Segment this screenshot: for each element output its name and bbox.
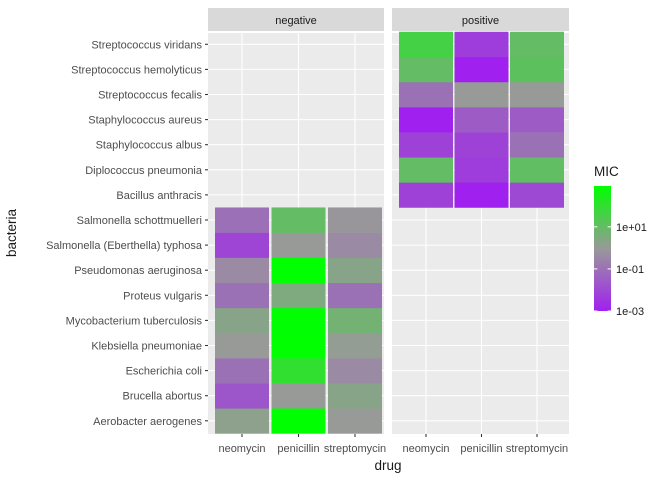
y-tick-label-pseudomonas-aeruginosa: Pseudomonas aeruginosa (74, 265, 203, 277)
heatmap-cell-brucella-abortus-neomycin (215, 383, 269, 409)
x-tick-label-neomycin: neomycin (218, 443, 265, 455)
heatmap-cell-diplococcus-pneumonia-streptomycin (510, 157, 564, 183)
heatmap-cell-streptococcus-fecalis-streptomycin (510, 81, 564, 108)
heatmap-cell-salmonella-schottmuelleri-streptomycin (328, 207, 382, 233)
strip-negative (208, 8, 384, 31)
heatmap-cell-staphylococcus-aureus-neomycin (399, 107, 453, 133)
heatmap-cell-mycobacterium-tuberculosis-neomycin (215, 307, 269, 334)
heatmap-cell-brucella-abortus-streptomycin (328, 383, 382, 409)
heatmap-cell-klebsiella-pneumoniae-neomycin (215, 332, 269, 359)
y-tick-label-proteus-vulgaris: Proteus vulgaris (123, 290, 202, 302)
heatmap-cell-diplococcus-pneumonia-neomycin (399, 157, 453, 183)
heatmap-cell-streptococcus-fecalis-penicillin (454, 81, 509, 108)
y-tick-label-streptococcus-viridans: Streptococcus viridans (91, 39, 202, 51)
x-tick-label-streptomycin: streptomycin (506, 443, 568, 455)
strip-positive (392, 8, 569, 31)
x-axis-title: drug (374, 458, 401, 473)
legend-label-1em01: 1e-01 (616, 264, 644, 276)
heatmap-cell-staphylococcus-albus-penicillin (454, 132, 509, 158)
y-tick-label-salmonella-eberthella-typhosa: Salmonella (Eberthella) typhosa (46, 240, 203, 252)
legend-colorbar (594, 186, 611, 311)
y-tick-label-escherichia-coli: Escherichia coli (126, 366, 202, 378)
heatmap-cell-staphylococcus-aureus-penicillin (454, 107, 509, 133)
y-axis-title: bacteria (4, 208, 19, 257)
heatmap-cell-bacillus-anthracis-neomycin (399, 182, 453, 208)
heatmap-cell-salmonella-eberthella-typhosa-penicillin (271, 232, 326, 258)
heatmap-cell-pseudomonas-aeruginosa-neomycin (215, 257, 269, 284)
heatmap-cell-streptococcus-viridans-neomycin (399, 31, 453, 58)
heatmap-cell-aerobacter-aerogenes-neomycin (215, 408, 269, 434)
heatmap-cell-bacillus-anthracis-penicillin (454, 182, 509, 208)
heatmap-cell-streptococcus-viridans-penicillin (454, 31, 509, 58)
y-tick-label-streptococcus-hemolyticus: Streptococcus hemolyticus (71, 64, 202, 76)
y-tick-label-salmonella-schottmuelleri: Salmonella schottmuelleri (77, 215, 202, 227)
heatmap-cell-pseudomonas-aeruginosa-streptomycin (328, 257, 382, 284)
heatmap-cell-escherichia-coli-penicillin (271, 358, 326, 384)
heatmap-cell-klebsiella-pneumoniae-streptomycin (328, 332, 382, 359)
heatmap-cell-streptococcus-hemolyticus-penicillin (454, 56, 509, 83)
y-tick-label-bacillus-anthracis: Bacillus anthracis (116, 190, 202, 202)
x-tick-label-penicillin: penicillin (460, 443, 502, 455)
heatmap-cell-staphylococcus-albus-neomycin (399, 132, 453, 158)
heatmap-cell-streptococcus-viridans-streptomycin (510, 31, 564, 58)
strip-label-positive: positive (462, 15, 499, 27)
heatmap-cell-streptococcus-hemolyticus-neomycin (399, 56, 453, 83)
heatmap-cell-klebsiella-pneumoniae-penicillin (271, 332, 326, 359)
heatmap-cell-proteus-vulgaris-neomycin (215, 282, 269, 309)
heatmap-cell-salmonella-eberthella-typhosa-streptomycin (328, 232, 382, 258)
heatmap-cell-staphylococcus-albus-streptomycin (510, 132, 564, 158)
heatmap-cell-escherichia-coli-neomycin (215, 358, 269, 384)
y-tick-label-klebsiella-pneumoniae: Klebsiella pneumoniae (91, 341, 202, 353)
x-tick-label-neomycin: neomycin (402, 443, 449, 455)
heatmap-cell-proteus-vulgaris-streptomycin (328, 282, 382, 309)
legend-label-1ep01: 1e+01 (616, 222, 647, 234)
strip-label-negative: negative (275, 15, 317, 27)
heatmap-cell-escherichia-coli-streptomycin (328, 358, 382, 384)
heatmap-cell-mycobacterium-tuberculosis-penicillin (271, 307, 326, 334)
x-tick-label-penicillin: penicillin (277, 443, 319, 455)
legend-label-1em03: 1e-03 (616, 306, 644, 318)
heatmap-cell-salmonella-schottmuelleri-penicillin (271, 207, 326, 233)
y-tick-label-diplococcus-pneumonia: Diplococcus pneumonia (85, 165, 203, 177)
heatmap-cell-mycobacterium-tuberculosis-streptomycin (328, 307, 382, 334)
heatmap-cell-salmonella-schottmuelleri-neomycin (215, 207, 269, 233)
heatmap-cell-salmonella-eberthella-typhosa-neomycin (215, 232, 269, 258)
heatmap-cell-streptococcus-hemolyticus-streptomycin (510, 56, 564, 83)
y-tick-label-brucella-abortus: Brucella abortus (123, 391, 203, 403)
y-tick-label-streptococcus-fecalis: Streptococcus fecalis (98, 90, 202, 102)
heatmap-cell-aerobacter-aerogenes-penicillin (271, 408, 326, 434)
x-tick-label-streptomycin: streptomycin (324, 443, 386, 455)
heatmap-cell-bacillus-anthracis-streptomycin (510, 182, 564, 208)
heatmap-cell-pseudomonas-aeruginosa-penicillin (271, 257, 326, 284)
y-tick-label-staphylococcus-albus: Staphylococcus albus (96, 140, 203, 152)
legend-title: MIC (594, 164, 619, 179)
heatmap-cell-aerobacter-aerogenes-streptomycin (328, 408, 382, 434)
y-tick-label-mycobacterium-tuberculosis: Mycobacterium tuberculosis (66, 315, 203, 327)
heatmap-cell-streptococcus-fecalis-neomycin (399, 81, 453, 108)
heatmap-cell-brucella-abortus-penicillin (271, 383, 326, 409)
y-tick-label-staphylococcus-aureus: Staphylococcus aureus (88, 115, 202, 127)
heatmap-cell-diplococcus-pneumonia-penicillin (454, 157, 509, 183)
heatmap-cell-proteus-vulgaris-penicillin (271, 282, 326, 309)
heatmap-cell-staphylococcus-aureus-streptomycin (510, 107, 564, 133)
y-tick-label-aerobacter-aerogenes: Aerobacter aerogenes (93, 416, 202, 428)
